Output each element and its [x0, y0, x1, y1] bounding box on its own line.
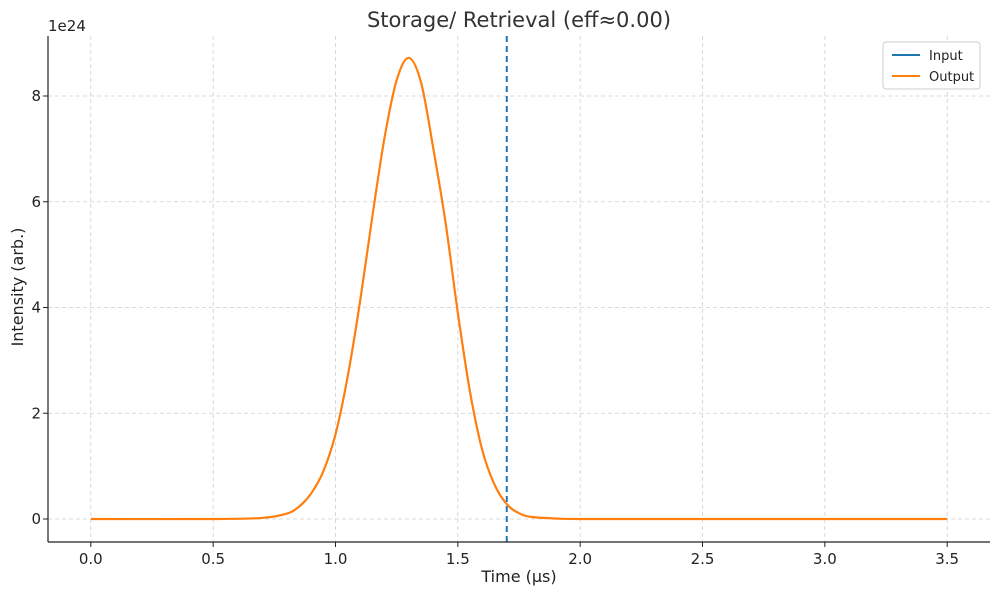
- plot-area: [90, 36, 948, 542]
- x-tick-label: 0.5: [201, 550, 225, 568]
- x-tick-label: 1.5: [446, 550, 470, 568]
- y-tick-label: 8: [31, 87, 41, 105]
- y-tick-label: 0: [31, 510, 41, 528]
- legend: Input Output: [882, 41, 981, 90]
- y-tick-label: 4: [31, 299, 41, 317]
- x-axis-label: Time (µs): [480, 567, 556, 586]
- axes: [47, 36, 990, 543]
- chart-title: Storage/ Retrieval (eff≈0.00): [367, 8, 671, 32]
- ticks: 0.0 0.5 1.0 1.5 2.0 2.5 3.0 3.5 0 2 4 6 8: [31, 87, 959, 568]
- legend-box: [882, 41, 981, 90]
- y-axis-offset-text: 1e24: [48, 17, 86, 35]
- y-axis-label: Intensity (arb.): [8, 228, 27, 347]
- grid: [48, 36, 990, 542]
- legend-label-input: Input: [929, 49, 963, 64]
- y-tick-label: 6: [31, 193, 41, 211]
- x-tick-label: 1.0: [324, 550, 348, 568]
- x-tick-label: 3.5: [935, 550, 959, 568]
- x-tick-label: 2.5: [691, 550, 715, 568]
- y-tick-label: 2: [31, 404, 41, 422]
- series-output-line: [90, 56, 948, 521]
- legend-label-output: Output: [929, 70, 974, 85]
- x-tick-label: 2.0: [568, 550, 592, 568]
- x-tick-label: 3.0: [813, 550, 837, 568]
- x-tick-label: 0.0: [79, 550, 103, 568]
